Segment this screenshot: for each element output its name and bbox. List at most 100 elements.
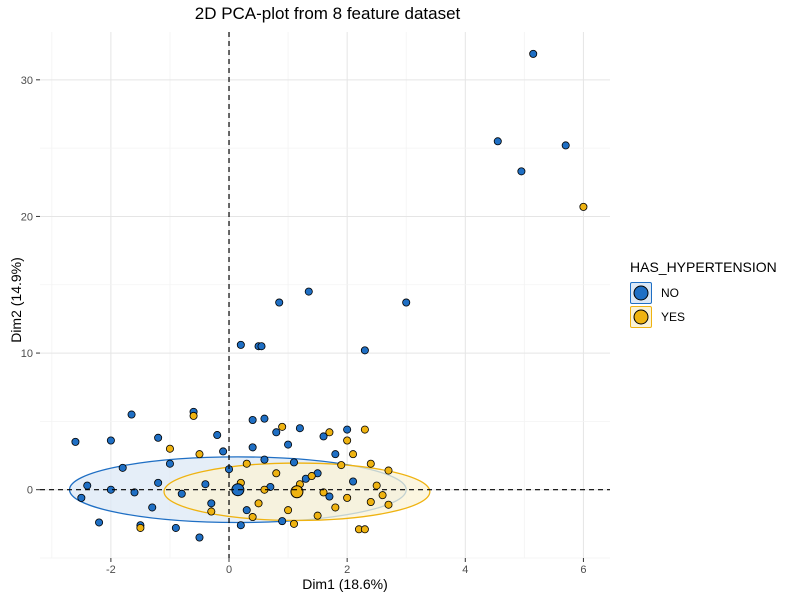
point-yes [579,202,588,211]
point-yes [366,497,375,506]
point-yes [207,507,216,516]
point-no [272,428,281,437]
point-yes [272,469,281,478]
point-yes [325,428,334,437]
y-tick-label: 30 [21,75,33,87]
x-tick-label: 2 [344,564,350,576]
point-no [219,447,228,456]
x-tick-label: 0 [226,564,232,576]
point-no [207,499,216,508]
point-no [195,533,204,542]
x-tick-label: 6 [580,564,586,576]
legend-key-yes [630,305,652,328]
x-tick-label: 4 [462,564,468,576]
point-no [154,433,163,442]
point-yes [189,411,198,420]
point-no [83,481,92,490]
point-no [529,49,538,58]
legend-title: HAS_HYPERTENSION [630,259,777,275]
legend-item-no: NO [630,281,777,304]
point-no [242,506,251,515]
point-no [304,287,313,296]
point-no [325,492,334,501]
point-no [360,346,369,355]
point-no [493,137,502,146]
point-no [561,141,570,150]
point-no [236,340,245,349]
point-no [295,424,304,433]
axis-ticks: -2 0 2 4 6 0 10 20 30 [21,75,587,576]
point-no [148,503,157,512]
point-yes [195,450,204,459]
point-yes [378,491,387,500]
point-no [289,458,298,467]
point-yes [384,466,393,475]
point-yes [366,459,375,468]
point-yes [313,511,322,520]
point-no [171,523,180,532]
point-yes [384,500,393,509]
point-no [257,342,266,351]
point-no [248,416,257,425]
x-tick-label: -2 [106,564,116,576]
point-no [118,463,127,472]
chart-title: 2D PCA-plot from 8 feature dataset [194,4,461,23]
point-no [331,450,340,459]
point-yes [136,523,145,532]
point-yes [289,519,298,528]
point-no [77,493,86,502]
point-no [127,410,136,419]
point-yes [372,481,381,490]
point-no [275,298,284,307]
legend-dot-yes [633,309,649,324]
point-yes [360,425,369,434]
point-no [260,414,269,423]
point-yes [360,525,369,534]
data-points [71,49,588,542]
legend-dot-no [633,285,649,300]
reference-lines [40,32,610,558]
point-no [319,432,328,441]
point-no [154,478,163,487]
x-axis-label: Dim1 (18.6%) [302,576,388,592]
legend-key-no [630,281,652,304]
legend-label-no: NO [661,285,679,300]
point-yes [165,444,174,453]
point-no [248,443,257,452]
point-yes [254,499,263,508]
point-no [130,488,139,497]
legend: HAS_HYPERTENSION NO YES [630,259,777,329]
point-no [236,521,245,530]
y-tick-label: 0 [27,485,33,497]
point-no [201,480,210,489]
point-no [213,431,222,440]
point-no [284,440,293,449]
center-point-yes [290,485,304,499]
point-no [71,437,80,446]
y-tick-label: 10 [21,348,33,360]
point-no [517,167,526,176]
y-tick-label: 20 [21,211,33,223]
legend-item-yes: YES [630,305,777,328]
point-no [278,517,287,526]
point-yes [349,450,358,459]
point-no [402,298,411,307]
point-yes [319,488,328,497]
point-yes [248,513,257,522]
point-no [95,518,104,527]
legend-label-yes: YES [661,309,686,324]
point-no [177,489,186,498]
point-yes [242,459,251,468]
point-yes [331,503,340,512]
point-no [260,455,269,464]
point-no [349,477,358,486]
point-yes [278,422,287,431]
point-yes [337,461,346,470]
point-yes [343,436,352,445]
y-axis-label: Dim2 (14.9%) [8,257,24,343]
point-yes [284,506,293,515]
point-no [165,459,174,468]
point-yes [307,472,316,481]
point-no [106,436,115,445]
